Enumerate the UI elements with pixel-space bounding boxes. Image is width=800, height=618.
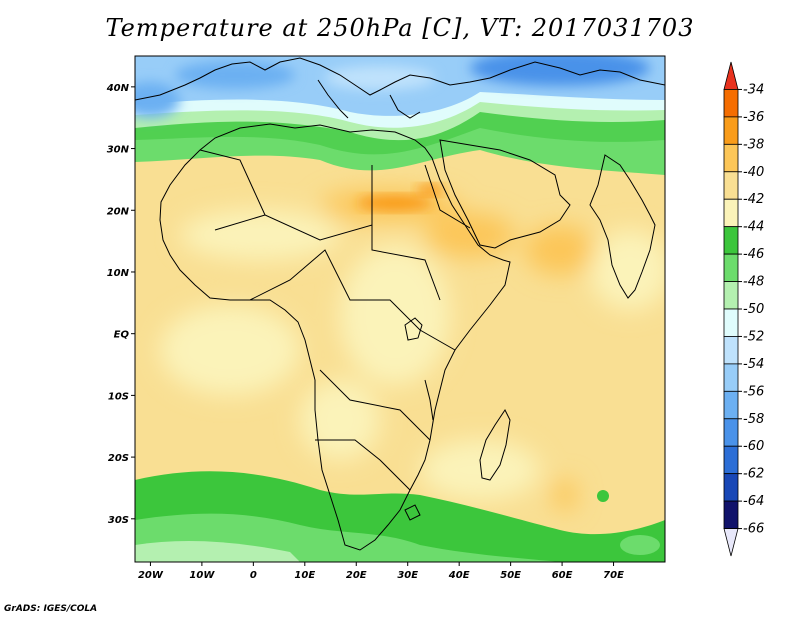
colorbar-segment (723, 336, 739, 365)
colorbar-segment (723, 253, 739, 282)
colorbar-label: -44 (743, 220, 764, 235)
colorbar-segment (723, 171, 739, 200)
colorbar-label: -58 (743, 412, 764, 427)
lat-tick-label: 40N (106, 83, 130, 94)
colorbar-segment (723, 363, 739, 392)
colorbar-label: -56 (743, 384, 764, 399)
colorbar-segment (723, 308, 739, 337)
colorbar-segment (723, 116, 739, 145)
lat-tick-label: 30N (107, 145, 130, 156)
lon-tick-label: 10W (189, 570, 215, 581)
lat-tick-label: 10S (108, 391, 129, 402)
colorbar-label: -38 (743, 137, 764, 152)
lat-tick-label: 20S (108, 453, 129, 464)
colorbar-label: -60 (743, 439, 764, 454)
colorbar-segment (723, 473, 739, 502)
colorbar-label: -66 (743, 522, 764, 537)
colorbar-label: -52 (743, 329, 764, 344)
map-frame (134, 55, 666, 563)
colorbar-label: -48 (743, 275, 764, 290)
lon-tick-label: 40E (448, 570, 470, 581)
lon-tick-label: 20E (346, 570, 367, 581)
colorbar-segment (723, 281, 739, 310)
lon-tick-label: 20W (138, 570, 164, 581)
map-title: Temperature at 250hPa [C], VT: 201703170… (105, 14, 695, 42)
colorbar-segment (723, 418, 739, 447)
colorbar-label: -42 (743, 192, 764, 207)
colorbar-segment (723, 61, 739, 90)
colorbar-segment (723, 226, 739, 255)
longitude-axis: 20W 10W 0 10E 20E 30E 40E 50E 60E 70E (138, 562, 624, 581)
colorbar-label: -46 (743, 247, 764, 262)
lat-tick-label: 10N (107, 268, 130, 279)
colorbar-segment (723, 198, 739, 228)
colorbar-label: -40 (743, 165, 764, 180)
lat-tick-label: 30S (108, 515, 129, 526)
colorbar: -34 -36 -38 -40 -42 -44 -46 -48 -50 -52 -54 -56 -58 -… (723, 61, 764, 557)
latitude-axis: 40N 30N 20N 10N EQ 10S 20S 30S (106, 83, 135, 526)
colorbar-label: -34 (743, 82, 764, 97)
colorbar-segment (723, 390, 739, 420)
lon-tick-label: 10E (294, 570, 315, 581)
grads-credit: GrADS: IGES/COLA (4, 604, 98, 614)
colorbar-label: -54 (743, 357, 764, 372)
lon-tick-label: 70E (603, 570, 624, 581)
coastlines (135, 57, 665, 551)
colorbar-label: -50 (743, 302, 764, 317)
colorbar-segment (723, 500, 739, 529)
colorbar-segment (723, 528, 739, 557)
colorbar-label: -62 (743, 467, 764, 482)
colorbar-label: -64 (743, 494, 764, 509)
colorbar-label: -36 (743, 110, 764, 125)
colorbar-segment (723, 143, 739, 173)
colorbar-segment (723, 445, 739, 475)
lon-tick-label: 50E (500, 570, 521, 581)
temperature-field (135, 56, 665, 562)
lon-tick-label: 30E (397, 570, 418, 581)
lat-tick-label: 20N (107, 206, 130, 217)
lat-tick-label: EQ (114, 330, 130, 341)
lon-tick-label: 60E (552, 570, 573, 581)
colorbar-segment (723, 89, 739, 118)
lon-tick-label: 0 (250, 570, 257, 581)
